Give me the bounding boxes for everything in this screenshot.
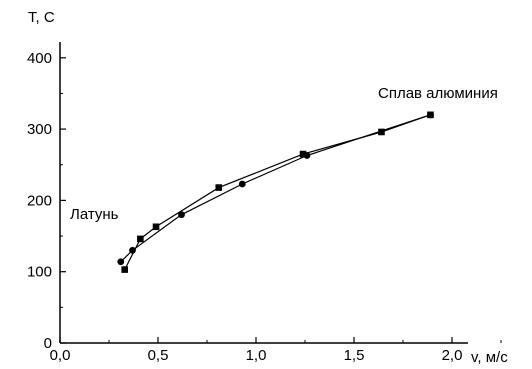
y-tick-label: 200 bbox=[27, 192, 52, 209]
series-lines bbox=[120, 114, 431, 270]
annotation-aluminum-alloy: Сплав алюминия bbox=[378, 85, 498, 102]
y-tick-label: 300 bbox=[27, 121, 52, 138]
x-tick-label: 0,0 bbox=[50, 347, 71, 364]
x-tick-label: 1,5 bbox=[344, 347, 365, 364]
data-point-square bbox=[378, 128, 385, 136]
x-tick-label: 2,0 bbox=[442, 347, 463, 364]
data-point-square bbox=[121, 266, 128, 273]
data-point-square bbox=[427, 111, 434, 119]
axes bbox=[59, 42, 468, 344]
x-axis-title: v, м/с bbox=[471, 349, 508, 366]
x-tick-label: 0,5 bbox=[148, 347, 169, 364]
y-tick-label: 400 bbox=[27, 50, 52, 67]
data-point-square bbox=[299, 150, 307, 158]
y-tick-label: 100 bbox=[27, 264, 52, 281]
data-point-square bbox=[137, 235, 144, 243]
y-tick-label: 0 bbox=[44, 335, 52, 352]
series-line-0 bbox=[120, 114, 431, 263]
x-tick-label: 1,0 bbox=[246, 347, 267, 364]
ticks bbox=[59, 57, 502, 344]
data-point-square bbox=[152, 223, 160, 231]
series-markers bbox=[117, 111, 434, 273]
data-point-circle bbox=[117, 258, 125, 266]
series-line-1 bbox=[124, 114, 431, 270]
data-point-circle bbox=[129, 246, 136, 254]
data-point-square bbox=[215, 184, 223, 191]
data-point-circle bbox=[238, 180, 246, 188]
annotation-latun: Латунь bbox=[70, 206, 119, 223]
data-point-circle bbox=[178, 211, 185, 219]
tick-labels: 0,0 0,5 1,0 1,5 2,0 0 100 200 300 400 bbox=[27, 50, 462, 364]
y-axis-title: T, C bbox=[28, 9, 55, 26]
